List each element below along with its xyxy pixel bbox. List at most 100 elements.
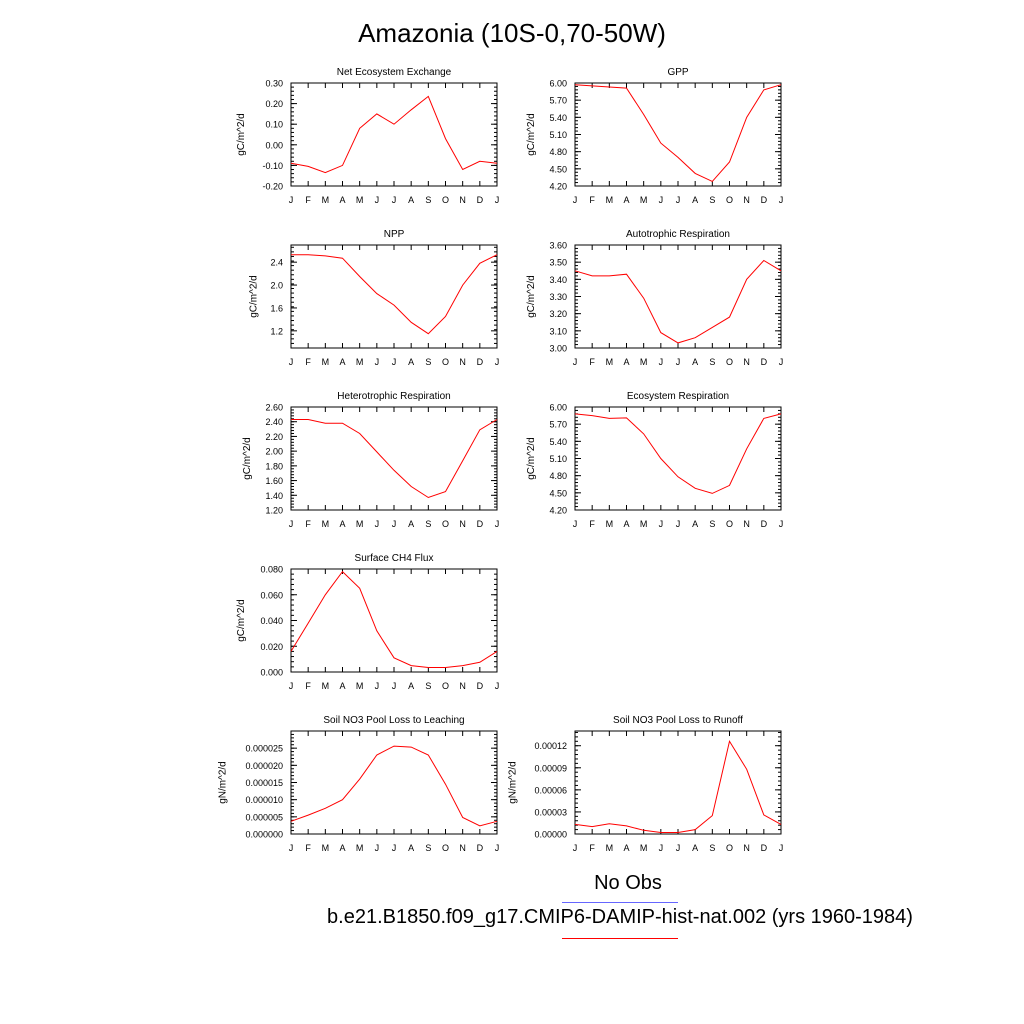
x-tick-label: M [606, 195, 614, 205]
y-tick-label: 2.0 [270, 281, 283, 291]
plot-frame [290, 568, 498, 673]
x-tick-label: O [442, 843, 449, 853]
x-tick-label: F [305, 357, 311, 367]
legend-obs-line [562, 902, 678, 903]
x-tick-label: M [640, 357, 648, 367]
y-tick-label: 2.40 [265, 417, 283, 427]
x-tick-label: D [477, 681, 484, 691]
chart-panel: Soil NO3 Pool Loss to Runoff gN/m^2/d J F M A… [508, 715, 784, 853]
x-tick-label: J [495, 357, 500, 367]
series-line [290, 745, 498, 827]
x-tick-label: J [392, 843, 397, 853]
x-tick-label: S [425, 843, 431, 853]
y-tick-label: 4.80 [549, 147, 567, 157]
chart-title: Net Ecosystem Exchange [337, 67, 452, 78]
series-line [574, 413, 782, 494]
y-tick-label: 3.40 [549, 275, 567, 285]
chart-title: Surface CH4 Flux [355, 553, 434, 564]
x-tick-label: F [589, 843, 595, 853]
x-tick-label: J [676, 357, 681, 367]
plot-frame [574, 730, 782, 835]
x-tick-label: S [709, 843, 715, 853]
y-tick-label: 4.50 [549, 488, 567, 498]
x-tick-label: M [322, 519, 330, 529]
x-tick-label: J [779, 519, 784, 529]
y-tick-label: 0.10 [265, 120, 283, 130]
x-tick-label: A [408, 519, 414, 529]
x-tick-label: O [726, 843, 733, 853]
y-tick-label: 2.00 [265, 447, 283, 457]
y-tick-label: 1.20 [265, 506, 283, 516]
x-tick-label: M [640, 843, 648, 853]
y-tick-label: 0.080 [260, 565, 283, 575]
legend-model-line [562, 938, 678, 939]
y-axis-label: gC/m^2/d [248, 275, 259, 318]
x-tick-label: J [676, 519, 681, 529]
x-tick-label: J [495, 195, 500, 205]
y-tick-label: 0.000005 [245, 812, 283, 822]
x-tick-label: J [289, 195, 294, 205]
chart-title: Soil NO3 Pool Loss to Leaching [323, 715, 464, 726]
x-tick-label: J [392, 357, 397, 367]
x-tick-label: S [709, 195, 715, 205]
x-tick-label: J [676, 843, 681, 853]
series-line [574, 84, 782, 183]
x-tick-label: A [339, 195, 345, 205]
y-tick-label: 5.40 [549, 437, 567, 447]
x-tick-label: J [375, 357, 380, 367]
x-tick-label: D [477, 195, 484, 205]
series-line [290, 95, 498, 174]
x-tick-label: M [356, 357, 364, 367]
x-tick-label: A [339, 681, 345, 691]
x-tick-label: J [779, 843, 784, 853]
x-tick-label: J [375, 519, 380, 529]
x-tick-label: M [322, 357, 330, 367]
x-tick-label: O [442, 681, 449, 691]
page-title: Amazonia (10S-0,70-50W) [358, 18, 666, 48]
x-tick-label: J [779, 195, 784, 205]
chart-title: Heterotrophic Respiration [337, 391, 450, 402]
x-tick-label: A [339, 843, 345, 853]
y-tick-label: 2.20 [265, 432, 283, 442]
legend-model-label: b.e21.B1850.f09_g17.CMIP6-DAMIP-hist-nat… [327, 906, 913, 928]
x-tick-label: A [623, 195, 629, 205]
x-tick-label: J [289, 519, 294, 529]
y-tick-label: 0.000000 [245, 830, 283, 840]
x-tick-label: J [289, 843, 294, 853]
y-axis-label: gC/m^2/d [236, 113, 247, 156]
chart-title: Soil NO3 Pool Loss to Runoff [613, 715, 743, 726]
x-tick-label: N [743, 195, 750, 205]
y-tick-label: 4.20 [549, 506, 567, 516]
y-tick-label: 6.00 [549, 403, 567, 413]
y-tick-label: 0.00 [265, 140, 283, 150]
x-tick-label: N [459, 681, 466, 691]
x-tick-label: N [459, 195, 466, 205]
x-tick-label: J [289, 681, 294, 691]
x-tick-label: F [305, 195, 311, 205]
y-tick-label: 1.40 [265, 491, 283, 501]
x-tick-label: S [709, 357, 715, 367]
x-tick-label: N [743, 843, 750, 853]
y-tick-label: 3.20 [549, 309, 567, 319]
series-line [291, 419, 498, 499]
x-tick-label: F [305, 519, 311, 529]
x-tick-label: D [477, 357, 484, 367]
y-tick-label: 0.00003 [534, 807, 567, 817]
y-axis-label: gN/m^2/d [508, 761, 519, 804]
x-tick-label: M [356, 519, 364, 529]
x-tick-label: A [692, 843, 698, 853]
y-tick-label: 6.00 [549, 79, 567, 89]
x-tick-label: O [442, 357, 449, 367]
y-tick-label: 0.040 [260, 616, 283, 626]
x-tick-label: J [573, 195, 578, 205]
y-tick-label: 0.00009 [534, 763, 567, 773]
x-tick-label: M [356, 681, 364, 691]
x-tick-label: J [659, 843, 664, 853]
x-tick-label: F [589, 195, 595, 205]
x-tick-label: M [322, 195, 330, 205]
y-tick-label: 2.4 [270, 258, 283, 268]
